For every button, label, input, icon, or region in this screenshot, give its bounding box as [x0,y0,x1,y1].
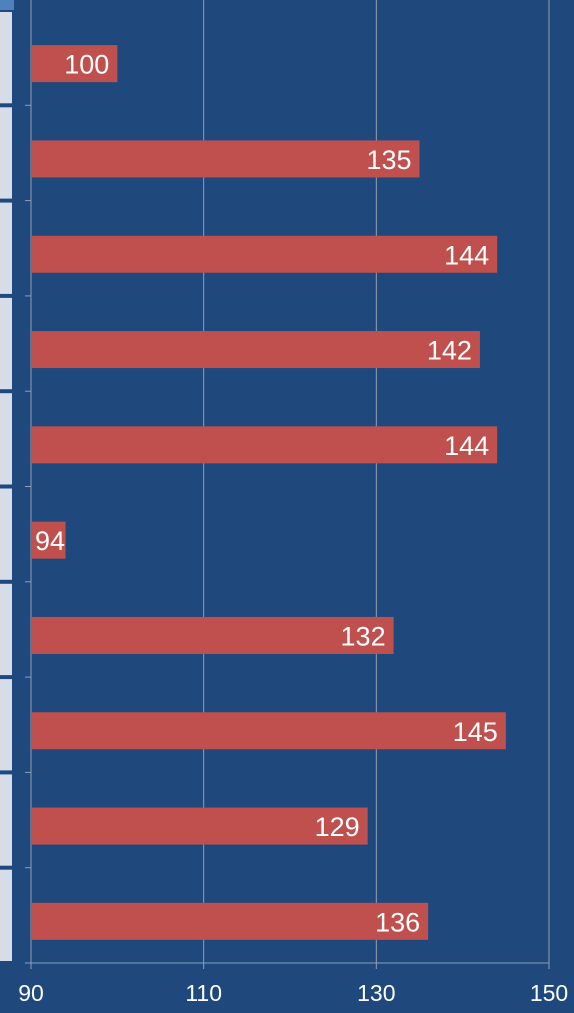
row-panel [0,297,12,390]
x-tick-label: 130 [357,980,395,1006]
data-label: 100 [64,50,109,80]
bar [31,521,66,559]
row-panel-accent [0,0,14,10]
row-panel [0,583,12,676]
x-tick-label: 90 [18,980,44,1006]
bar [31,807,368,845]
data-label: 144 [444,431,489,461]
data-label: 129 [315,812,360,842]
row-panel [0,393,12,485]
bar [31,140,420,178]
row-panel [0,12,12,104]
x-tick-label: 150 [530,980,568,1006]
row-panel [0,679,12,771]
row-panel [0,202,12,294]
data-label: 136 [375,907,420,937]
data-label: 145 [453,717,498,747]
data-label: 144 [444,240,489,270]
bar [31,712,506,750]
data-label: 142 [427,336,472,366]
data-label: 132 [341,621,386,651]
row-panel [0,869,12,961]
data-label: 135 [366,145,411,175]
bar [31,426,498,464]
x-tick-label: 110 [185,980,222,1006]
data-label: 94 [35,526,65,556]
row-panel [0,107,12,199]
row-panel [0,774,12,866]
bar [31,331,480,369]
bar [31,616,394,654]
row-panel [0,488,12,580]
bar [31,235,498,273]
bar [31,902,429,940]
bar [31,45,118,83]
